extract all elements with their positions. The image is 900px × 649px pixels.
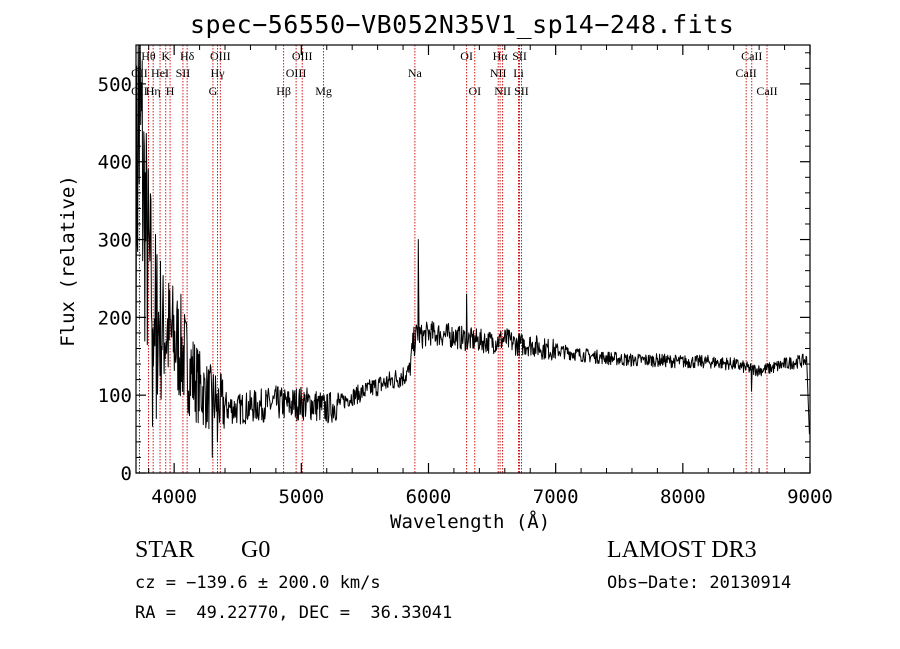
x-axis-label: Wavelength (Å) — [390, 511, 551, 533]
plot-axes — [135, 44, 811, 474]
plot-frame — [135, 44, 811, 474]
spectral-line-label: Hθ — [141, 49, 156, 63]
spectral-line-label: Hδ — [180, 49, 195, 63]
spectral-line-label: G — [209, 84, 218, 98]
spectral-line-label: Li — [513, 66, 524, 80]
spectral-line-label: NII — [490, 66, 507, 80]
spectral-line-label: SII — [514, 84, 529, 98]
object-subclass: G0 — [241, 537, 271, 563]
y-tick-label: 400 — [98, 152, 132, 174]
chart-title: spec−56550−VB052N35V1_sp14−248.fits — [190, 10, 735, 39]
spectral-line-markers — [138, 45, 768, 473]
spectral-line-label: OI — [460, 49, 473, 63]
spectral-line-label: OI — [468, 84, 481, 98]
spectrum-line — [135, 44, 810, 458]
spectral-line-label: NII — [494, 84, 511, 98]
spectral-line-label: K — [161, 49, 170, 63]
y-tick-label: 100 — [98, 385, 132, 407]
x-tick-label: 8000 — [660, 486, 706, 508]
ra-dec-coordinates: RA = 49.22770, DEC = 36.33041 — [135, 603, 453, 623]
spectral-line-label: SII — [176, 66, 191, 80]
y-tick-label: 0 — [121, 463, 132, 485]
spectral-line-label: Hη — [146, 84, 161, 98]
y-tick-label: 300 — [98, 230, 132, 252]
axis-ticks: 4000 5000 6000 7000 8000 9000 0 100 200 300 400 500 — [98, 45, 833, 508]
y-axis-label: Flux (relative) — [57, 175, 79, 347]
y-tick-label: 200 — [98, 307, 132, 329]
x-tick-label: 4000 — [151, 486, 197, 508]
spectral-line-label: Na — [408, 66, 423, 80]
spectral-line-label: SII — [512, 49, 527, 63]
spectrum-series — [135, 44, 810, 458]
spectral-line-label: OIII — [286, 66, 307, 80]
spectral-line-label: OIII — [292, 49, 313, 63]
observation-date: Obs−Date: 20130914 — [607, 573, 792, 593]
spectral-line-label: CaII — [741, 49, 762, 63]
spectral-line-label: CaII — [735, 66, 756, 80]
spectral-line-label: Hα — [493, 49, 509, 63]
spectral-line-label: CaII — [756, 84, 777, 98]
y-tick-label: 500 — [98, 74, 132, 96]
x-tick-label: 6000 — [406, 486, 452, 508]
spectral-line-label: Hβ — [276, 84, 291, 98]
redshift-velocity: cz = −139.6 ± 200.0 km/s — [135, 573, 381, 593]
spectral-line-label: HeI — [151, 66, 169, 80]
x-tick-label: 9000 — [787, 486, 833, 508]
x-tick-label: 5000 — [278, 486, 324, 508]
spectral-line-label: OIII — [210, 49, 231, 63]
spectral-line-label: H — [166, 84, 175, 98]
object-class: STAR — [135, 537, 195, 563]
x-tick-label: 7000 — [533, 486, 579, 508]
survey-name: LAMOST DR3 — [607, 537, 757, 563]
spectral-line-label: Hγ — [211, 66, 226, 80]
spectral-line-label: Mg — [315, 84, 332, 98]
